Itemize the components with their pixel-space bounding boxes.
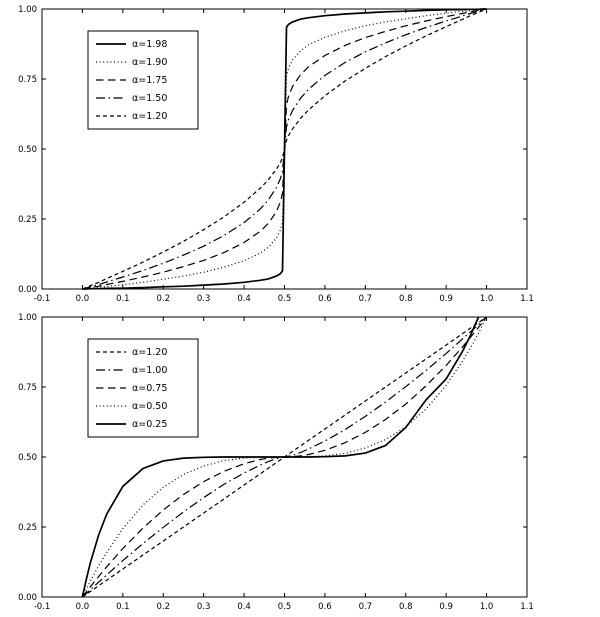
x-tick-label: 0.8 [399, 294, 413, 304]
curve-α=1.20 [82, 8, 487, 290]
x-tick-label: 0.6 [318, 602, 332, 612]
curve-α=0.25 [81, 316, 480, 598]
y-tick-label: 0.75 [18, 75, 37, 85]
y-tick-label: 0.75 [18, 383, 37, 393]
legend-label: α=1.00 [132, 365, 167, 376]
legend-label: α=1.20 [132, 111, 167, 122]
x-tick-label: 0.4 [237, 294, 251, 304]
legend-label: α=1.75 [132, 75, 167, 86]
x-tick-label: 1.1 [520, 602, 534, 612]
x-tick-label: 0.4 [237, 602, 251, 612]
chart-top: -0.1 0.0 0.1 0.2 0.3 0.4 0.5 0.6 0.7 0.8 0.9 1.0 1.1… [0, 0, 600, 308]
chart-top-svg: -0.1 0.0 0.1 0.2 0.3 0.4 0.5 0.6 0.7 0.8 0.9 1.0 1.1… [18, 5, 534, 304]
legend-label: α=1.50 [132, 93, 167, 104]
legend-label: α=0.25 [132, 419, 167, 430]
legend-label: α=1.90 [132, 57, 167, 68]
x-tick-label: 0.5 [278, 294, 292, 304]
chart-bottom: -0.1 0.0 0.1 0.2 0.3 0.4 0.5 0.6 0.7 0.8 0.9 1.0 1.1… [0, 308, 600, 616]
x-tick-label: 0.3 [197, 294, 211, 304]
x-tick-label: 1.1 [520, 294, 534, 304]
y-tick-label: 0.25 [18, 523, 37, 533]
x-tick-label: 1.0 [480, 294, 494, 304]
x-tick-label: 0.0 [76, 294, 90, 304]
x-tick-label: 0.7 [359, 602, 373, 612]
x-tick-label: 0.5 [278, 602, 292, 612]
y-tick-label: 0.50 [18, 453, 37, 463]
legend-box [87, 30, 199, 130]
curve-α=1.90 [82, 8, 487, 290]
y-tick-label: 1.00 [18, 5, 37, 15]
x-tick-label: 0.2 [156, 602, 170, 612]
y-tick-label: 0.00 [18, 593, 37, 603]
y-tick-label: 0.50 [18, 145, 37, 155]
x-tick-label: 1.0 [480, 602, 494, 612]
x-tick-label: 0.0 [76, 602, 90, 612]
x-tick-label: 0.7 [359, 294, 373, 304]
x-tick-label: 0.6 [318, 294, 332, 304]
x-tick-label: 0.2 [156, 294, 170, 304]
legend-label: α=0.50 [132, 401, 167, 412]
x-tick-label: 0.9 [439, 602, 453, 612]
x-tick-label: -0.1 [34, 294, 51, 304]
x-tick-label: 0.1 [116, 294, 130, 304]
legend-box [87, 338, 199, 438]
y-tick-label: 0.00 [18, 285, 37, 295]
legend-label: α=1.98 [132, 39, 167, 50]
x-tick-label: -0.1 [34, 602, 51, 612]
legend: α=1.98 α=1.90 α=1.75 α=1.50 α=1.20 [87, 30, 199, 130]
x-tick-label: 0.8 [399, 602, 413, 612]
y-tick-label: 0.25 [18, 215, 37, 225]
x-tick-label: 0.3 [197, 602, 211, 612]
legend: α=1.20 α=1.00 α=0.75 α=0.50 α=0.25 [87, 338, 199, 438]
legend-label: α=1.20 [132, 347, 167, 358]
y-tick-label: 1.00 [18, 313, 37, 323]
x-tick-label: 0.1 [116, 602, 130, 612]
x-tick-label: 0.9 [439, 294, 453, 304]
legend-label: α=0.75 [132, 383, 167, 394]
chart-bottom-svg: -0.1 0.0 0.1 0.2 0.3 0.4 0.5 0.6 0.7 0.8 0.9 1.0 1.1… [18, 313, 534, 612]
